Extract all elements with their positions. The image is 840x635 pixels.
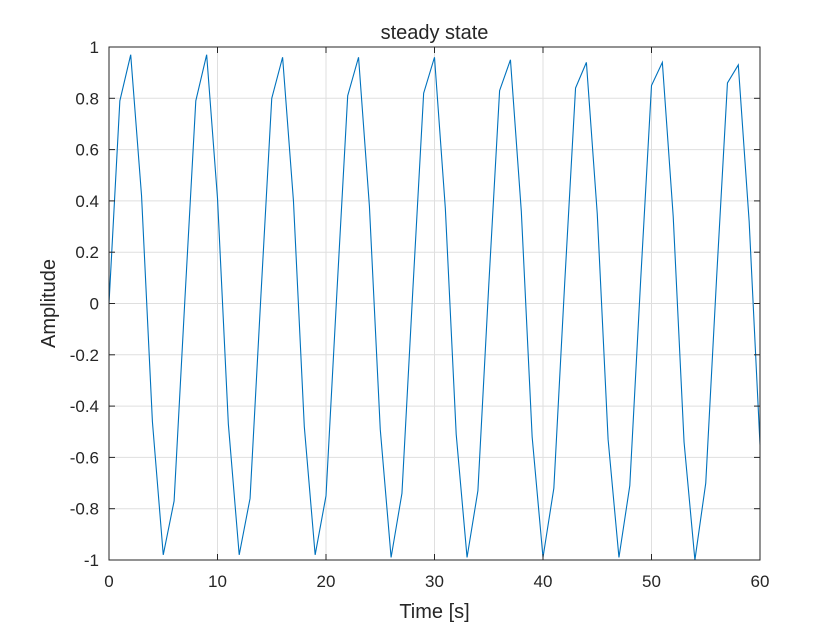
x-tick-label: 40 [534,572,553,591]
x-tick-label: 20 [317,572,336,591]
ticks [108,46,761,561]
x-tick-label: 10 [208,572,227,591]
y-tick-label: 0.2 [75,243,99,262]
tick-labels: 0 10 20 30 40 50 60 -1 -0.8 -0.6 -0.4 -0.2 0 0.2 0.4 0.… [70,38,770,591]
series-group [108,54,761,561]
y-axis-label: Amplitude [38,259,60,348]
y-tick-label: 1 [90,38,99,57]
y-tick-label: -0.4 [70,397,99,416]
y-tick-label: 0 [90,295,99,314]
x-axis-label: Time [s] [399,601,469,623]
y-tick-label: -0.2 [70,346,99,365]
y-tick-label: 0.4 [75,192,99,211]
x-tick-label: 0 [104,572,113,591]
chart-title: steady state [381,22,489,44]
x-tick-label: 30 [425,572,444,591]
y-tick-label: -0.6 [70,448,99,467]
y-tick-label: -1 [84,551,99,570]
series-line-1 [108,54,761,561]
x-tick-label: 50 [642,572,661,591]
y-tick-label: 0.6 [75,141,99,160]
y-tick-label: 0.8 [75,89,99,108]
y-tick-label: -0.8 [70,500,99,519]
x-tick-label: 60 [751,572,770,591]
